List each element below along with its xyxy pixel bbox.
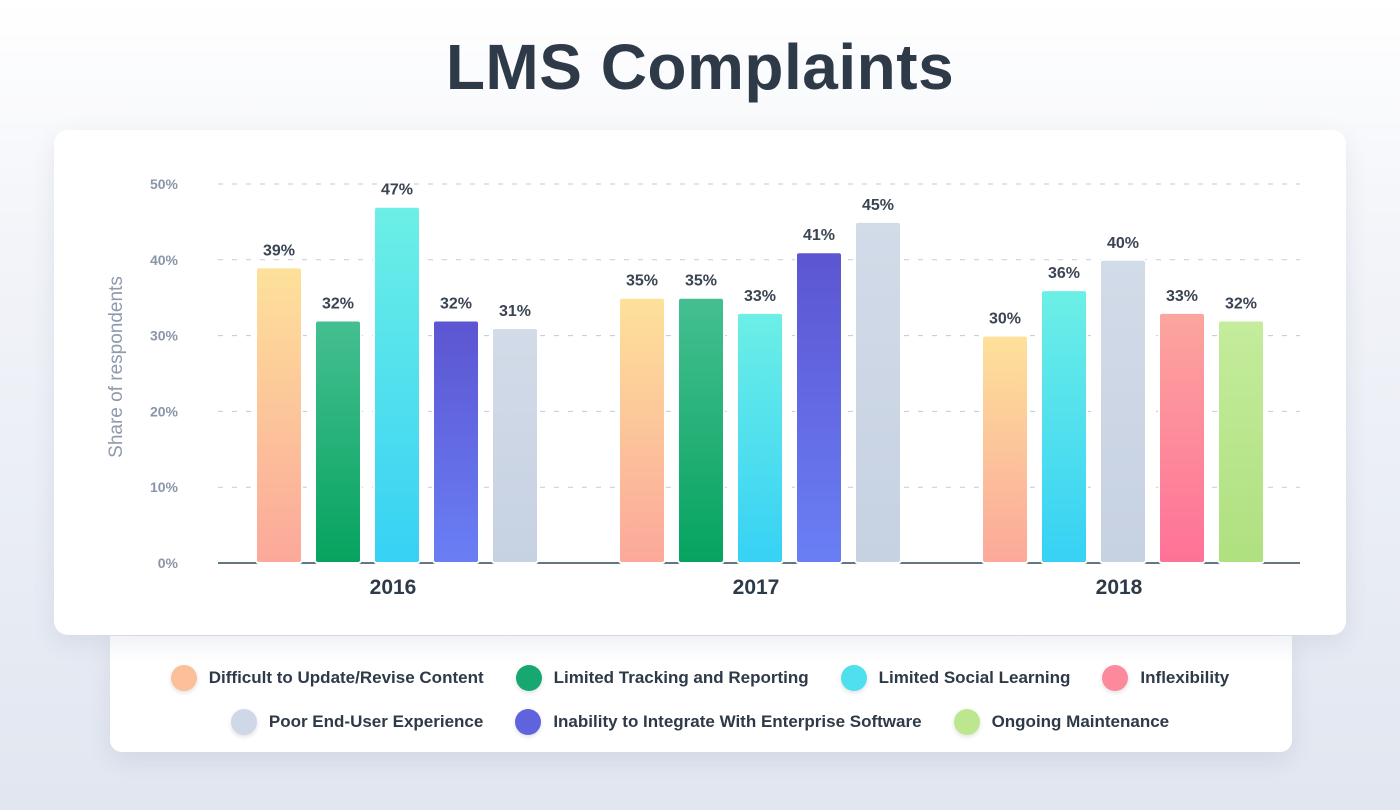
bar-chart: 0%10%20%30%40%50% 39%32%47%32% 31%35% 35%3… (106, 176, 1300, 599)
bar (432, 319, 480, 564)
y-tick-label: 50% (150, 176, 179, 192)
bar-value-label: 40% (1107, 235, 1139, 252)
y-tick-label: 40% (150, 252, 179, 268)
bar-value-label: 32% (1225, 295, 1257, 312)
bar-value-label: 39% (263, 242, 295, 259)
bar-value-label: 35% (685, 273, 717, 290)
legend-label: Difficult to Update/Revise Content (208, 668, 484, 687)
legend-swatch (953, 709, 980, 735)
y-tick-label: 10% (150, 479, 179, 495)
y-tick-label: 0% (158, 555, 179, 571)
legend-swatch (515, 709, 542, 735)
legend-swatch (230, 709, 257, 735)
legend-item: Limited Tracking and Reporting (515, 665, 809, 691)
x-tick-label: 2016 (370, 576, 417, 599)
bar (491, 327, 539, 564)
legend-swatch (515, 665, 542, 691)
x-tick-label: 2017 (733, 576, 780, 599)
x-axis: 2016 2017 2018 (370, 576, 1143, 599)
bar-value-label: 32% (440, 295, 472, 312)
legend-swatch (170, 665, 197, 691)
legend-label: Poor End-User Experience (268, 712, 484, 731)
legend-item: Ongoing Maintenance (953, 709, 1170, 735)
bar (1217, 319, 1265, 564)
bar (1158, 311, 1206, 564)
bar-value-label: 30% (989, 311, 1021, 328)
bar-value-label: 35% (626, 273, 658, 290)
bar (736, 311, 784, 564)
bar-value-label: 45% (862, 197, 894, 214)
bar-value-label: 36% (1048, 265, 1080, 282)
legend-item: Limited Social Learning (840, 665, 1071, 691)
legend-row-1: Difficult to Update/Revise Content Limite… (0, 665, 1400, 691)
legend-label: Limited Tracking and Reporting (553, 668, 809, 687)
bar (1099, 258, 1147, 564)
legend-item: Difficult to Update/Revise Content (170, 665, 484, 691)
legend-label: Limited Social Learning (878, 668, 1071, 687)
bar (795, 251, 843, 564)
chart-title: LMS Complaints (445, 31, 955, 103)
bars: 39% 32% 47% 32% 31% 35% 35% 33% 41% 45% 30% 36% 40% 3… (255, 182, 1265, 565)
bar (373, 205, 421, 565)
legend-swatch (840, 665, 867, 691)
bar-value-label: 32% (322, 295, 354, 312)
legend-swatch (1102, 665, 1129, 691)
bar-value-label: 33% (1166, 288, 1198, 305)
legend-label: Ongoing Maintenance (991, 712, 1170, 731)
bar (314, 319, 362, 564)
y-tick-label: 20% (150, 403, 179, 419)
bar (1040, 289, 1088, 564)
legend-item: Inability to Integrate With Enterprise S… (515, 709, 922, 735)
legend-label: Inability to Integrate With Enterprise S… (553, 712, 922, 731)
y-tick-label: 30% (150, 328, 179, 344)
bar (255, 266, 303, 564)
bar-value-label: 33% (744, 288, 776, 305)
y-axis-label: Share of respondents (106, 276, 127, 458)
bar (618, 296, 666, 564)
legend-panel (110, 636, 1292, 752)
legend-item: Poor End-User Experience (230, 709, 484, 735)
bar-value-label: 41% (803, 227, 835, 244)
bar (981, 334, 1029, 564)
bar-value-label: 47% (381, 182, 413, 199)
legend-item: Inflexibility (1102, 665, 1229, 691)
x-tick-label: 2018 (1096, 576, 1143, 599)
legend-label: Inflexibility (1140, 668, 1230, 687)
bar-value-label: 31% (499, 303, 531, 320)
legend-row-2: Poor End-User Experience Inability to Int… (0, 709, 1400, 735)
bar (854, 220, 902, 564)
bar (677, 296, 725, 564)
